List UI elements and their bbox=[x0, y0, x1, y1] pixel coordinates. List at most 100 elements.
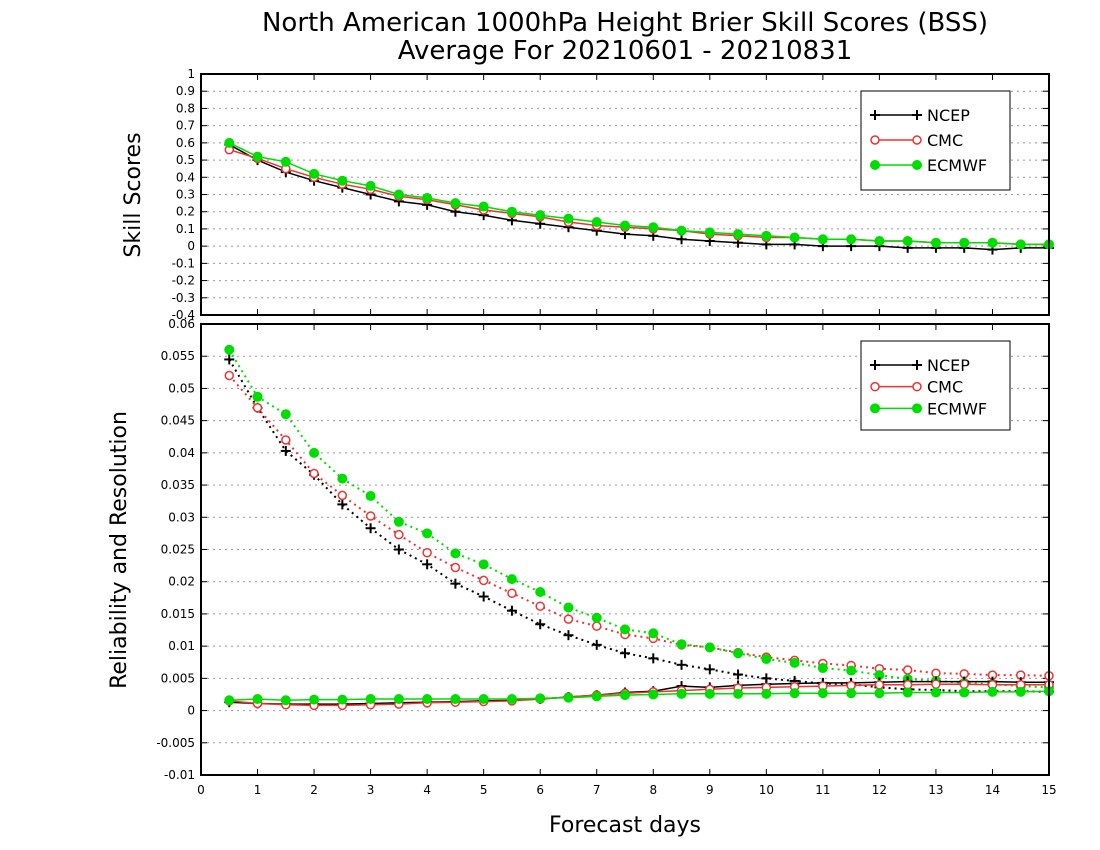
panel2-series-cmc-resolution-point bbox=[507, 588, 517, 599]
x-axis-title: Forecast days bbox=[549, 813, 701, 838]
panel2-series-ncep-resolution-point bbox=[280, 445, 291, 456]
panel2-series-ecmwf-reliability-point bbox=[761, 688, 772, 699]
panel2-series-ecmwf-reliability bbox=[224, 686, 1054, 706]
chart-title-line1: North American 1000hPa Height Brier Skil… bbox=[262, 8, 988, 38]
panel2-ytick-label: 0.045 bbox=[161, 414, 195, 428]
panel2-series-ecmwf-reliability-point bbox=[846, 688, 857, 699]
panel2-series-ecmwf-resolution-point bbox=[309, 447, 320, 458]
panel2-series-ecmwf-reliability-point bbox=[365, 693, 376, 704]
panel2-series-ecmwf-reliability-point bbox=[478, 693, 489, 704]
panel2-series-cmc-resolution-point bbox=[591, 621, 602, 631]
panel2-series-ecmwf-reliability-point bbox=[959, 687, 970, 698]
panel1-series-ecmwf-point bbox=[224, 137, 235, 148]
panel1-y-axis-title: Skill Scores bbox=[121, 132, 146, 257]
panel1-series-ecmwf-point bbox=[987, 237, 998, 248]
panel2-ytick-label: 0.005 bbox=[161, 671, 195, 685]
panel1-series-ecmwf-point bbox=[902, 235, 913, 246]
panel2-ytick-label: -0.005 bbox=[156, 736, 195, 750]
panel1-series-ecmwf-point bbox=[506, 206, 517, 217]
panel2-series-ecmwf-reliability-point bbox=[450, 693, 461, 704]
panel1-series-ecmwf-point bbox=[676, 225, 687, 236]
panel1-legend-label: ECMWF bbox=[927, 156, 987, 175]
x-tick-label: 3 bbox=[367, 783, 375, 797]
panel1-legend-marker bbox=[912, 135, 922, 145]
panel2-series-ncep-resolution-point bbox=[478, 591, 489, 602]
panel2-series-cmc-resolution-point bbox=[224, 370, 235, 381]
panel2-series-ncep-resolution-point bbox=[591, 639, 602, 650]
panel1-series-ecmwf-point bbox=[1015, 239, 1026, 250]
panel2-series-ncep-resolution-point bbox=[450, 578, 461, 589]
panel2-ytick-label: 0.03 bbox=[168, 510, 195, 524]
panel2-frame bbox=[200, 323, 1050, 776]
panel1-series-ecmwf-point bbox=[761, 230, 772, 241]
panel2-series-ecmwf-reliability-point bbox=[535, 693, 546, 704]
panel2-ytick-label: 0.025 bbox=[161, 543, 195, 557]
panel2-series-ecmwf-reliability-point bbox=[648, 689, 659, 700]
panel1-series-ecmwf-point bbox=[337, 175, 348, 186]
panel2-series-ecmwf-resolution-point bbox=[478, 559, 489, 570]
panel2-series-cmc-resolution-point bbox=[337, 490, 348, 501]
panel2-series-cmc-resolution-point bbox=[450, 562, 461, 573]
panel2-series-ecmwf-resolution-point bbox=[761, 654, 772, 665]
panel1-series-ecmwf-point bbox=[365, 180, 376, 191]
panel2-series-ecmwf-reliability-point bbox=[704, 688, 715, 699]
panel2-series-cmc-resolution-point bbox=[563, 614, 574, 624]
panel2-series-ecmwf-reliability-point bbox=[789, 688, 800, 699]
panel2-ytick-label: 0.01 bbox=[168, 639, 195, 653]
panel2-series-ecmwf-reliability-point bbox=[620, 690, 630, 701]
panel2-series-cmc-resolution-point bbox=[281, 435, 291, 445]
panel2-series-ecmwf-resolution-point bbox=[789, 657, 800, 668]
panel2-series-ecmwf-reliability-point bbox=[224, 695, 235, 706]
panel1-legend-item-ncep: NCEP bbox=[870, 106, 970, 125]
x-tick-label: 7 bbox=[593, 783, 601, 797]
panel2-series-ncep-resolution-point bbox=[676, 659, 687, 670]
panel2-series-ecmwf-reliability-point bbox=[817, 688, 828, 699]
panel1-ytick-label: 0 bbox=[187, 239, 195, 253]
panel2-series-ecmwf-resolution-point bbox=[620, 624, 630, 635]
panel2-series-ecmwf-resolution-point bbox=[817, 663, 828, 674]
panel1-series-ecmwf-point bbox=[959, 237, 970, 248]
panel2-legend-item-ncep: NCEP bbox=[870, 356, 970, 375]
panel2-series-ncep-resolution-point bbox=[393, 544, 404, 555]
panel2-series-ecmwf-reliability-point bbox=[591, 691, 602, 702]
panel1-series-ecmwf bbox=[224, 137, 1054, 250]
panel2-ytick-label: 0.055 bbox=[161, 349, 195, 363]
panel2-series-ecmwf-reliability-point bbox=[393, 693, 404, 704]
panel2-series-ecmwf-resolution-point bbox=[704, 642, 715, 653]
panel2-series-cmc-resolution-point bbox=[365, 511, 376, 521]
panel1-ytick-label: -0.4 bbox=[172, 308, 195, 322]
panel2-ytick-label: 0.05 bbox=[168, 381, 195, 395]
panel1-series-ecmwf-point bbox=[280, 156, 291, 167]
panel2-series-ecmwf-resolution-line bbox=[228, 349, 1050, 689]
panel1-legend-marker bbox=[870, 160, 880, 170]
panel2-series-ncep-resolution-point bbox=[704, 664, 715, 675]
panel1-series-ecmwf-point bbox=[393, 189, 404, 200]
panel1-series-ecmwf-point bbox=[252, 151, 263, 162]
panel2-series-ecmwf-resolution-point bbox=[591, 612, 602, 623]
panel2-series-ecmwf-resolution-point bbox=[676, 639, 687, 650]
panel2-ytick-label: 0.04 bbox=[168, 446, 195, 460]
panel2-ytick-label: 0.02 bbox=[168, 575, 195, 589]
panel2-legend-marker bbox=[912, 381, 922, 392]
chart-title-line2: Average For 20210601 - 20210831 bbox=[398, 36, 853, 66]
x-tick-label: 1 bbox=[254, 783, 262, 797]
panel1-series-ecmwf-point bbox=[648, 222, 659, 233]
panel1-legend: NCEP CMC ECMWF bbox=[860, 90, 1011, 191]
panel2-series-ecmwf-resolution-point bbox=[224, 344, 235, 355]
panel2-series-cmc-reliability-point bbox=[874, 680, 885, 690]
panel1-ytick-label: 0.8 bbox=[176, 101, 195, 115]
panel2-ytick-label: 0.015 bbox=[161, 607, 195, 621]
panel1: -0.4 -0.3 -0.2 -0.1 0 0.1 0.2 0.3 0.4 0.5 0.6 0.7 0.… bbox=[121, 67, 1054, 322]
panel1-ytick-label: 1 bbox=[187, 67, 195, 81]
panel2-series-ecmwf-reliability-point bbox=[563, 692, 574, 703]
panel2-series-ncep-resolution-point bbox=[620, 648, 630, 659]
panel1-series-ecmwf-point bbox=[704, 227, 715, 238]
panel1-legend-marker bbox=[870, 135, 880, 145]
panel1-ytick-label: 0.1 bbox=[176, 222, 195, 236]
panel2-series-ncep-resolution-point bbox=[535, 619, 546, 630]
panel1-ytick-label: 0.9 bbox=[176, 84, 195, 98]
panel2: -0.01 -0.005 0 0.005 0.01 0.015 0.02 0.025 0.03 0… bbox=[107, 317, 1057, 797]
panel2-series-cmc-resolution-point bbox=[394, 529, 404, 540]
x-tick-label: 5 bbox=[480, 783, 488, 797]
